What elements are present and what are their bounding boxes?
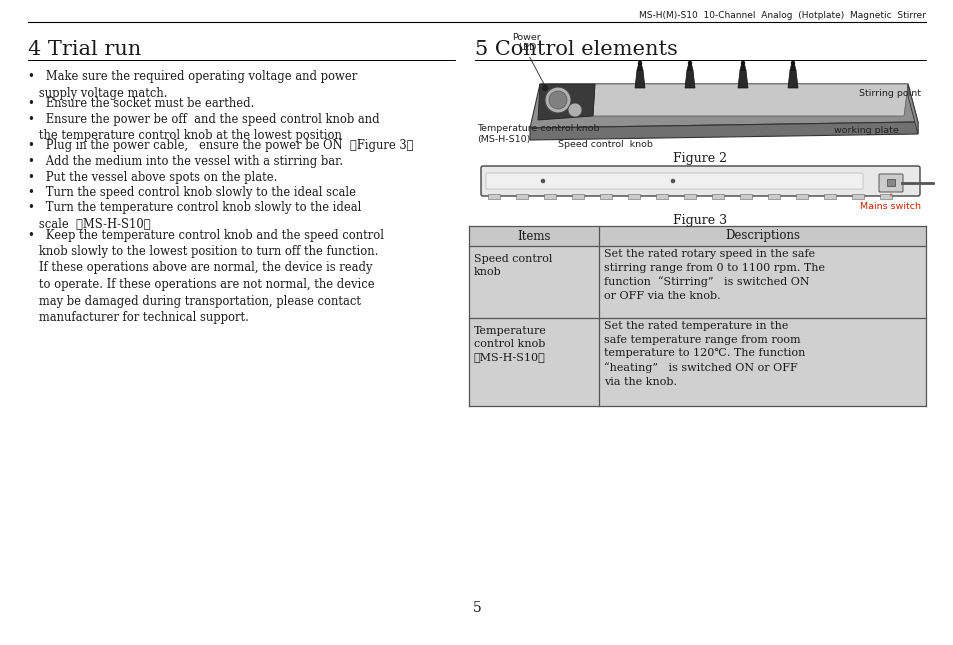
Bar [543, 194, 556, 199]
FancyBboxPatch shape [878, 174, 902, 192]
Circle shape [540, 179, 544, 183]
Text: Speed control  knob: Speed control knob [557, 140, 652, 149]
Text: Temperature control knob
(MS-H-S10): Temperature control knob (MS-H-S10) [476, 124, 598, 144]
Circle shape [544, 87, 571, 113]
Text: •   Ensure the socket must be earthed.: • Ensure the socket must be earthed. [28, 97, 254, 110]
Bar [767, 194, 780, 199]
Text: Stirring point: Stirring point [858, 90, 920, 99]
Bar [572, 194, 583, 199]
Text: •   Turn the speed control knob slowly to the ideal scale: • Turn the speed control knob slowly to … [28, 186, 355, 199]
FancyBboxPatch shape [485, 173, 862, 189]
Bar [469, 226, 925, 246]
Bar [488, 194, 499, 199]
Text: 4 Trial run: 4 Trial run [28, 40, 141, 59]
Polygon shape [907, 84, 917, 134]
Circle shape [638, 61, 641, 65]
Text: Mains switch: Mains switch [860, 194, 921, 211]
FancyBboxPatch shape [480, 166, 919, 196]
Text: •   Make sure the required operating voltage and power
   supply voltage match.: • Make sure the required operating volta… [28, 70, 356, 99]
Polygon shape [530, 84, 917, 128]
Bar [469, 318, 925, 406]
Bar [599, 194, 612, 199]
Polygon shape [686, 64, 692, 70]
Bar [740, 194, 751, 199]
Polygon shape [537, 84, 595, 120]
Circle shape [548, 91, 566, 109]
Polygon shape [738, 70, 747, 88]
Bar [683, 194, 696, 199]
Polygon shape [684, 70, 695, 88]
Text: Set the rated rotary speed in the safe
stirring range from 0 to 1100 rpm. The
fu: Set the rated rotary speed in the safe s… [603, 249, 824, 301]
Text: Set the rated temperature in the
safe temperature range from room
temperature to: Set the rated temperature in the safe te… [603, 321, 804, 386]
Bar [656, 194, 667, 199]
Text: •   Add the medium into the vessel with a stirring bar.: • Add the medium into the vessel with a … [28, 155, 343, 168]
Text: MS-H(M)-S10  10-Channel  Analog  (Hotplate)  Magnetic  Stirrer: MS-H(M)-S10 10-Channel Analog (Hotplate)… [639, 10, 925, 19]
Text: Descriptions: Descriptions [724, 230, 800, 243]
Text: Temperature
control knob
（MS-H-S10）: Temperature control knob （MS-H-S10） [474, 326, 546, 362]
Bar [886, 179, 894, 186]
Bar [711, 194, 723, 199]
Bar [879, 194, 891, 199]
Text: Power
LED: Power LED [512, 33, 543, 84]
Text: working plate: working plate [833, 126, 898, 135]
Text: Figure 3: Figure 3 [673, 214, 727, 227]
Bar [516, 194, 527, 199]
Text: •   Turn the temperature control knob slowly to the ideal
   scale  （MS-H-S10）: • Turn the temperature control knob slow… [28, 201, 361, 231]
Polygon shape [740, 64, 745, 70]
Bar [823, 194, 835, 199]
Polygon shape [593, 84, 907, 116]
Text: •   Put the vessel above spots on the plate.: • Put the vessel above spots on the plat… [28, 170, 277, 183]
Text: Items: Items [517, 230, 550, 243]
Text: •   Ensure the power be off  and the speed control knob and
   the temperature c: • Ensure the power be off and the speed … [28, 112, 379, 142]
Text: Speed control
knob: Speed control knob [474, 254, 552, 277]
Polygon shape [530, 122, 917, 140]
Circle shape [790, 61, 794, 65]
Bar [627, 194, 639, 199]
Bar [469, 246, 925, 318]
Polygon shape [787, 70, 797, 88]
Text: Figure 2: Figure 2 [673, 152, 727, 165]
Polygon shape [635, 70, 644, 88]
Text: •   Keep the temperature control knob and the speed control
   knob slowly to th: • Keep the temperature control knob and … [28, 228, 384, 324]
Circle shape [687, 61, 691, 65]
Text: 5 Control elements: 5 Control elements [475, 40, 678, 59]
Circle shape [740, 61, 744, 65]
Text: •   Plug in the power cable,   ensure the power be ON  （Figure 3）: • Plug in the power cable, ensure the po… [28, 139, 413, 152]
Bar [795, 194, 807, 199]
Bar [851, 194, 863, 199]
Polygon shape [789, 64, 795, 70]
Circle shape [542, 86, 547, 90]
Polygon shape [637, 64, 642, 70]
Circle shape [670, 179, 675, 183]
Circle shape [567, 103, 581, 117]
Text: 5: 5 [472, 601, 481, 615]
